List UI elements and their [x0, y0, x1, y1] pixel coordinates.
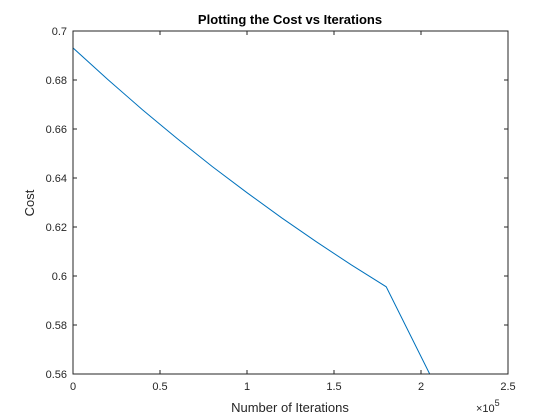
- y-tick-label: 0.62: [46, 222, 67, 234]
- x-axis-label: Number of Iterations: [231, 400, 349, 415]
- axes-layer: [72, 30, 509, 375]
- series-line-0: [73, 47, 431, 374]
- x-tick-label: 1.5: [326, 381, 341, 393]
- x-tick-label: 0: [70, 381, 76, 393]
- x-tick-label: 1: [244, 381, 250, 393]
- x-axis-multiplier-base: ×10: [476, 403, 495, 415]
- plot-area: [73, 31, 508, 374]
- x-axis-multiplier-exponent: 5: [495, 398, 500, 408]
- x-tick-label: 0.5: [152, 381, 167, 393]
- y-axis-label: Cost: [22, 189, 37, 216]
- y-tick-label: 0.58: [46, 320, 67, 332]
- axes-box: [72, 30, 509, 375]
- y-tick-label: 0.68: [46, 75, 67, 87]
- series-layer: [73, 47, 431, 374]
- x-tick-label: 2.5: [500, 381, 515, 393]
- y-tick-label: 0.66: [46, 124, 67, 136]
- x-tick-label: 2: [418, 381, 424, 393]
- x-axis-multiplier: ×105: [476, 398, 500, 415]
- y-tick-label: 0.64: [46, 173, 67, 185]
- ticks-layer: 0 0.5 1 1.5 2 2.5 0.56 0.58 0.6 0.62 0.64 0.66 0.68 0…: [46, 26, 516, 393]
- y-tick-label: 0.56: [46, 369, 67, 381]
- y-tick-label: 0.7: [52, 26, 67, 38]
- y-tick-label: 0.6: [52, 271, 67, 283]
- chart-title: Plotting the Cost vs Iterations: [198, 12, 382, 27]
